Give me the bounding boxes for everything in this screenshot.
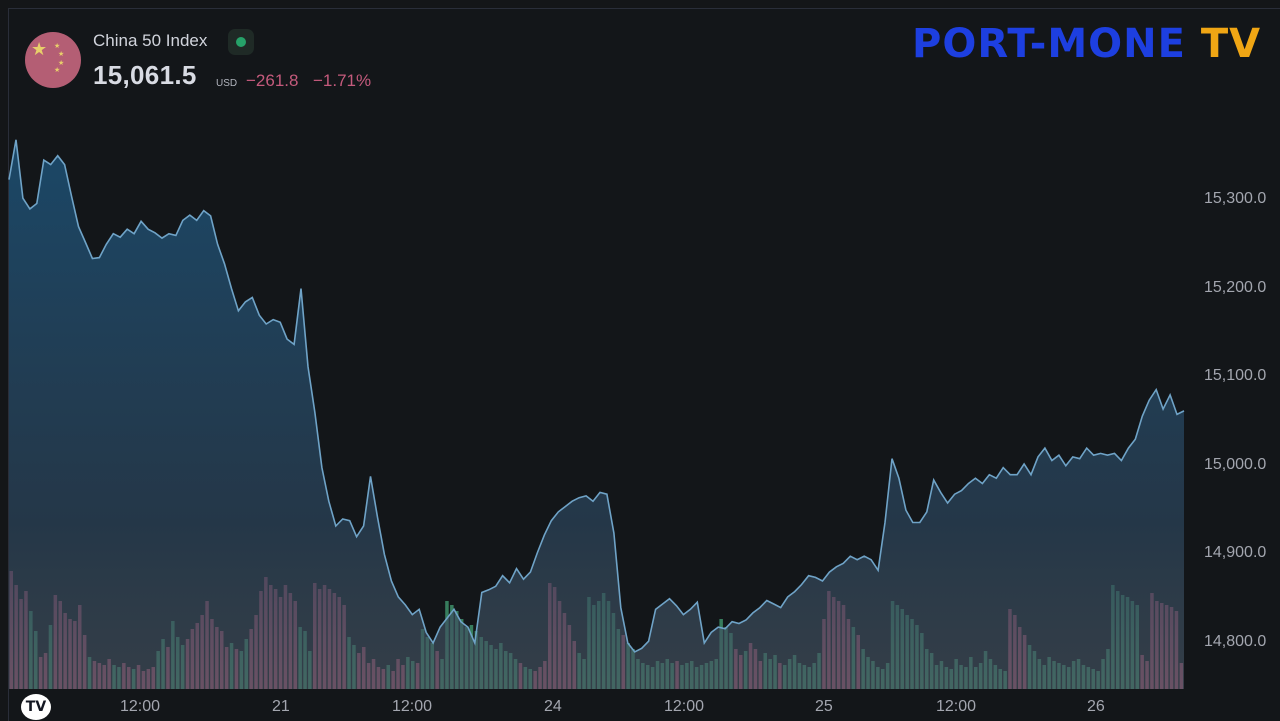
- port-mone-tv-logo: PORT-MONE TV: [912, 20, 1261, 70]
- symbol-name[interactable]: China 50 Index: [93, 31, 208, 50]
- y-axis-tick-label: 14,900.0: [1204, 544, 1267, 562]
- price-area: [9, 139, 1184, 690]
- price-change-percent: −1.71%: [313, 71, 372, 90]
- currency-label: USD: [216, 78, 238, 89]
- y-axis-tick-label: 14,800.0: [1204, 633, 1267, 650]
- x-axis-tick-label: 12:00: [120, 698, 161, 715]
- x-axis-tick-label: 25: [815, 698, 833, 715]
- last-price: 15,061.5: [93, 60, 197, 90]
- tradingview-logo-icon[interactable]: TV: [21, 694, 51, 720]
- y-axis-tick-label: 15,000.0: [1204, 455, 1267, 473]
- x-axis-tick-label: 12:00: [392, 698, 433, 715]
- logo-tv-text: TV: [1200, 21, 1262, 67]
- y-axis-tick-label: 15,300.0: [1204, 190, 1267, 207]
- market-open-dot-icon: [236, 37, 246, 47]
- x-axis-tick-label: 24: [544, 698, 562, 715]
- price-line: [8, 139, 1185, 653]
- y-axis-tick-label: 15,100.0: [1204, 367, 1267, 385]
- logo-main-text: PORT-MONE: [912, 21, 1186, 67]
- price-change: −261.8: [246, 71, 299, 90]
- x-axis-tick-label: 26: [1087, 698, 1105, 715]
- x-axis-tick-label: 12:00: [936, 698, 977, 715]
- china-flag-icon: ★ ★ ★ ★ ★: [25, 32, 81, 88]
- x-axis-tick-label: 21: [272, 698, 290, 715]
- x-axis-tick-label: 12:00: [664, 698, 705, 715]
- market-status-badge[interactable]: [228, 29, 254, 55]
- y-axis-tick-label: 15,200.0: [1204, 278, 1267, 296]
